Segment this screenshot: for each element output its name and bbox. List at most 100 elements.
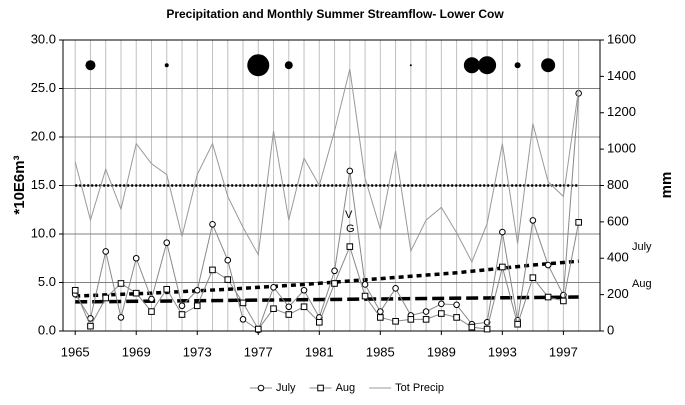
point <box>544 261 552 269</box>
point <box>270 305 277 312</box>
bubble <box>478 56 497 75</box>
bubble <box>85 60 96 71</box>
bubble <box>284 61 293 70</box>
point <box>392 318 399 325</box>
point <box>407 316 415 323</box>
y2-tick-label: 200 <box>607 286 629 301</box>
point <box>193 286 201 294</box>
point <box>560 297 567 305</box>
point <box>285 303 293 311</box>
x-tick-label: 1965 <box>61 344 90 359</box>
y2-tick-label: 1200 <box>607 104 636 119</box>
y-tick-label: 15.0 <box>31 177 56 192</box>
point <box>71 286 79 294</box>
bubble <box>541 58 556 73</box>
point <box>163 239 171 247</box>
legend-label: Tot Precip <box>395 382 444 394</box>
y2-tick-label: 0 <box>607 322 614 337</box>
point <box>300 303 308 311</box>
point <box>422 316 430 323</box>
point <box>270 284 277 291</box>
point <box>361 292 369 300</box>
annotation: V <box>345 209 353 221</box>
point <box>529 217 537 224</box>
y2-tick-label: 800 <box>607 177 629 192</box>
annotation: G <box>346 223 355 235</box>
point <box>315 318 323 326</box>
series-line <box>74 68 580 264</box>
point <box>117 280 125 287</box>
point <box>300 286 308 294</box>
legend-marker <box>257 384 265 392</box>
bubble <box>409 64 412 67</box>
bubble <box>247 54 270 77</box>
point <box>224 276 232 283</box>
point <box>148 295 155 303</box>
y-tick-label: 5.0 <box>38 274 56 289</box>
y-tick-label: 25.0 <box>31 80 56 95</box>
x-tick-label: 1993 <box>488 344 517 359</box>
x-tick-label: 1989 <box>427 344 456 359</box>
y-tick-label: 10.0 <box>31 225 56 240</box>
point <box>453 301 460 309</box>
point <box>438 300 445 308</box>
point <box>163 285 171 293</box>
point <box>422 308 430 315</box>
point <box>117 314 125 321</box>
series-line <box>74 222 580 330</box>
point <box>499 228 506 236</box>
point <box>148 308 155 315</box>
point <box>239 316 247 323</box>
point <box>132 254 140 262</box>
bubble <box>164 63 169 68</box>
point <box>575 219 582 226</box>
y2-tick-label: 1000 <box>607 141 636 156</box>
point <box>529 274 537 281</box>
x-tick-label: 1985 <box>366 344 395 359</box>
point <box>392 285 399 292</box>
point <box>102 294 110 302</box>
point <box>193 302 201 310</box>
y-tick-label: 0.0 <box>38 322 56 337</box>
y-tick-label: 20.0 <box>31 128 56 143</box>
plot-frame <box>62 39 601 332</box>
point <box>178 302 186 310</box>
y-tick-label: 30.0 <box>31 31 56 46</box>
point <box>346 167 354 175</box>
legend-label: Aug <box>336 382 356 394</box>
point <box>361 281 369 288</box>
point <box>453 314 460 321</box>
point <box>438 310 445 317</box>
y2-tick-label: 1600 <box>607 31 636 46</box>
trend-label: July <box>632 241 652 253</box>
y2-tick-label: 400 <box>607 250 629 265</box>
point <box>254 325 262 333</box>
point <box>514 320 521 328</box>
point <box>102 248 110 255</box>
y-axis-title: *10E6m³ <box>11 155 28 214</box>
point <box>377 314 384 321</box>
point <box>331 267 338 275</box>
point <box>499 263 506 271</box>
point <box>483 325 491 333</box>
point <box>285 311 293 318</box>
y2-axis-title: mm <box>658 172 675 199</box>
x-tick-label: 1997 <box>549 344 578 359</box>
point <box>377 308 384 315</box>
chart-title: Precipitation and Monthly Summer Streamf… <box>166 7 504 21</box>
point <box>178 311 186 318</box>
point <box>331 280 338 287</box>
y2-tick-label: 1400 <box>607 68 636 83</box>
bubble <box>463 57 480 74</box>
x-tick-label: 1977 <box>244 344 273 359</box>
bubble <box>514 62 521 69</box>
point <box>132 289 140 297</box>
legend-label: July <box>276 382 296 394</box>
point <box>544 293 552 301</box>
legend-marker <box>317 384 324 392</box>
trend-label: Aug <box>632 278 652 290</box>
y2-tick-label: 600 <box>607 213 629 228</box>
point <box>87 322 94 330</box>
point <box>468 323 476 331</box>
point <box>239 299 247 307</box>
